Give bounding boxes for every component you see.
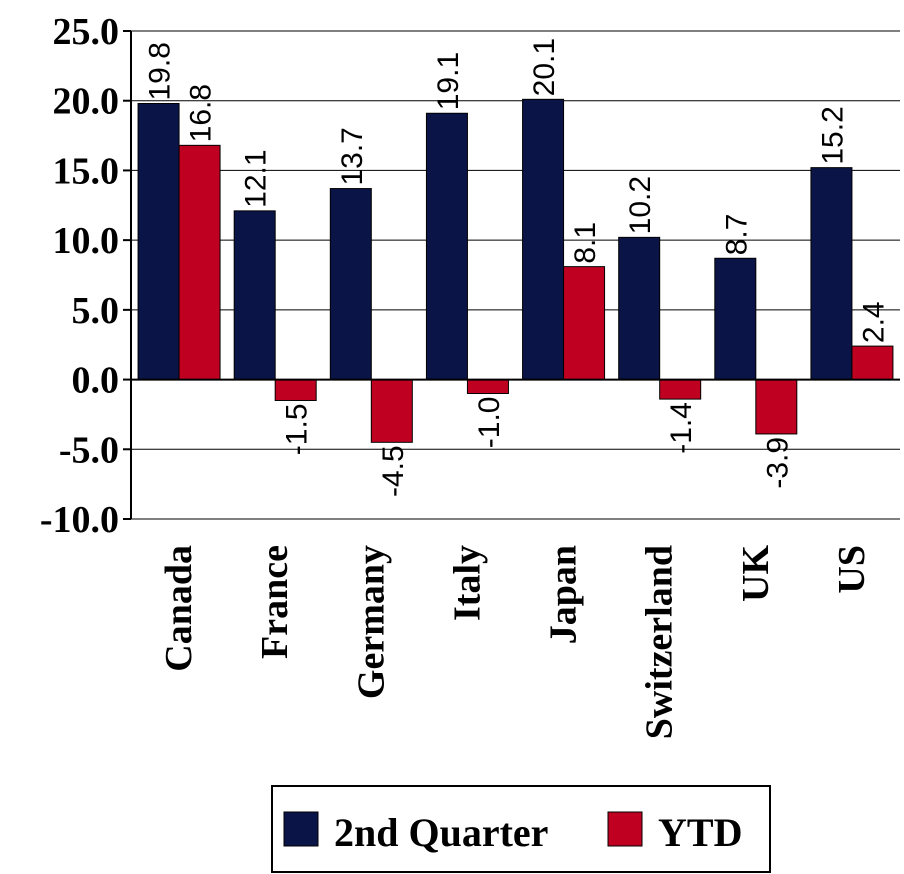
bar-q2 <box>810 167 853 381</box>
data-label: 10.2 <box>624 176 657 234</box>
bar-q2 <box>329 188 372 381</box>
category-label: Switzerland <box>639 545 681 739</box>
bar-ytd <box>178 144 221 381</box>
y-tick-label: -10.0 <box>40 499 119 541</box>
data-label: 15.2 <box>816 106 849 164</box>
data-label: 13.7 <box>336 127 369 185</box>
y-tick-label: 25.0 <box>53 11 120 53</box>
bar-q2 <box>137 103 180 381</box>
y-tick-label: 10.0 <box>53 220 120 262</box>
data-label: 19.8 <box>144 42 177 100</box>
data-label: 19.1 <box>432 52 465 110</box>
legend-label-ytd: YTD <box>658 810 742 855</box>
bar-q2 <box>522 98 565 381</box>
data-label: 12.1 <box>240 149 273 207</box>
data-label: 8.7 <box>720 214 753 256</box>
bar-q2 <box>233 210 276 381</box>
bar-ytd <box>370 379 413 443</box>
legend-swatch-ytd <box>607 811 643 847</box>
legend: 2nd Quarter YTD <box>271 785 771 873</box>
bar-q2 <box>714 257 757 381</box>
bar-q2 <box>425 112 468 381</box>
category-label: France <box>254 545 296 659</box>
axes <box>130 31 900 519</box>
bar-ytd <box>563 266 606 381</box>
legend-label-q2: 2nd Quarter <box>334 810 548 855</box>
data-label: 8.1 <box>569 222 602 264</box>
data-label: 20.1 <box>528 38 561 96</box>
bars <box>137 98 894 443</box>
data-label: -1.0 <box>473 397 506 449</box>
y-tick-label: -5.0 <box>59 429 119 471</box>
data-label: 16.8 <box>185 84 218 142</box>
data-labels: 19.816.8 12.1 -1.5 13.7 -4.5 19.1 -1.0 20.1 8.1 1… <box>144 38 891 497</box>
y-tick-label: 0.0 <box>72 360 120 402</box>
category-labels: Canada France Germany Italy Japan Switzerland… <box>158 545 873 740</box>
data-label: 2.4 <box>857 301 890 343</box>
bar-ytd <box>274 379 317 401</box>
data-label: -3.9 <box>761 437 794 489</box>
bar-ytd <box>659 379 702 400</box>
data-label: -4.5 <box>377 445 410 497</box>
y-tick-label: 20.0 <box>53 81 120 123</box>
bar-ytd <box>466 379 509 395</box>
data-label: -1.5 <box>281 403 314 455</box>
legend-swatch-q2 <box>283 811 319 847</box>
data-label: -1.4 <box>665 402 698 454</box>
bar-q2 <box>618 236 661 381</box>
category-label: Canada <box>158 545 200 672</box>
category-label: UK <box>735 545 777 602</box>
y-tick-label: 5.0 <box>72 290 120 332</box>
category-label: Germany <box>350 545 392 699</box>
y-tick-label: 15.0 <box>53 150 120 192</box>
legend-box <box>271 785 771 873</box>
bar-ytd <box>851 345 894 381</box>
category-label: Japan <box>543 545 585 644</box>
category-label: US <box>831 545 873 594</box>
category-label: Italy <box>446 545 488 621</box>
bar-ytd <box>755 379 798 435</box>
y-tick-labels: 25.0 20.0 15.0 10.0 5.0 0.0 -5.0 -10.0 <box>40 11 119 541</box>
